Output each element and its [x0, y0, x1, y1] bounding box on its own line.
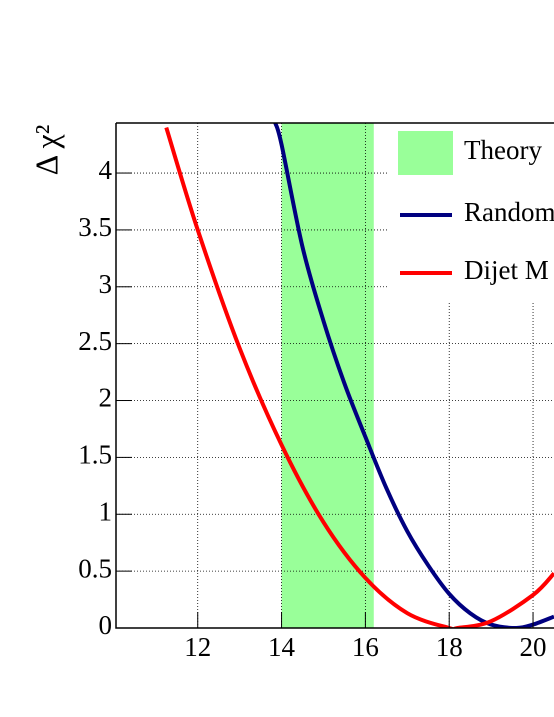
y-tick-label: 1	[99, 496, 113, 526]
y-tick-label: 3	[99, 269, 113, 299]
y-tick-label: 2.5	[78, 326, 112, 356]
legend-label: Dijet M	[464, 255, 549, 285]
theory-band	[281, 123, 374, 628]
x-tick-label: 20	[520, 632, 547, 662]
legend-swatch	[398, 131, 453, 175]
x-tick-label: 14	[268, 632, 296, 662]
y-tick-label: 3.5	[78, 212, 112, 242]
x-tick-label: 16	[352, 632, 379, 662]
y-tick-label: 4	[99, 155, 113, 185]
y-tick-label: 2	[99, 383, 113, 413]
x-tick-label: 12	[184, 632, 211, 662]
y-tick-label: 1.5	[78, 440, 112, 470]
x-tick-label: 18	[436, 632, 463, 662]
y-tick-label: 0	[99, 610, 113, 640]
y-tick-label: 0.5	[78, 553, 112, 583]
axes-frame	[115, 123, 554, 629]
y-axis-label: Δ χ²	[28, 125, 64, 176]
line-series	[164, 126, 554, 628]
legend-label: Theory	[464, 135, 542, 165]
legend-label: Random	[464, 197, 554, 227]
